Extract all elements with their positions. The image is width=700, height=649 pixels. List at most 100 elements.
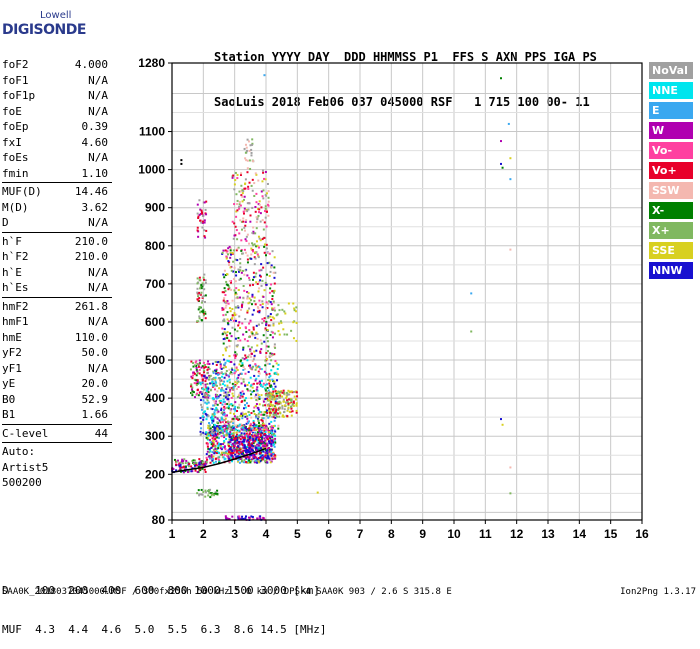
- echo-point: [288, 393, 291, 396]
- echo-point: [258, 200, 261, 203]
- echo-point: [221, 333, 224, 336]
- echo-point: [211, 492, 214, 495]
- echo-point: [233, 372, 236, 375]
- echo-point: [275, 415, 278, 418]
- echo-point: [257, 290, 260, 293]
- echo-point: [271, 432, 274, 435]
- echo-point: [267, 416, 270, 419]
- echo-point: [256, 306, 259, 309]
- echo-point: [291, 403, 294, 406]
- echo-point: [198, 199, 201, 202]
- echo-point: [250, 247, 253, 250]
- echo-point: [212, 397, 215, 400]
- echo-point: [268, 291, 271, 294]
- echo-point: [273, 282, 276, 285]
- echo-point: [261, 441, 264, 444]
- echo-point: [279, 401, 282, 404]
- echo-point: [255, 201, 258, 204]
- echo-point: [187, 461, 190, 464]
- echo-point: [251, 390, 254, 393]
- echo-point: [268, 384, 271, 387]
- echo-point: [292, 402, 295, 405]
- echo-point: [247, 449, 250, 452]
- echo-point: [234, 381, 237, 384]
- echo-point: [182, 462, 185, 465]
- x-tick-label: 16: [635, 527, 649, 541]
- echo-point: [226, 384, 229, 387]
- echo-point: [240, 393, 243, 396]
- echo-point: [200, 319, 203, 322]
- echo-point: [271, 250, 274, 253]
- legend-item: X-: [649, 202, 693, 219]
- echo-point: [246, 297, 249, 300]
- echo-point: [258, 311, 261, 314]
- echo-point: [223, 423, 226, 426]
- param-value: 4.000: [74, 58, 108, 71]
- echo-point: [262, 382, 265, 385]
- echo-point: [257, 208, 260, 211]
- echo-point: [257, 375, 260, 378]
- echo-point: [237, 445, 240, 448]
- echo-point: [251, 434, 254, 437]
- echo-point: [262, 446, 265, 449]
- echo-point: [210, 417, 213, 420]
- echo-point: [207, 387, 210, 390]
- echo-point: [201, 387, 204, 390]
- echo-point: [220, 407, 223, 410]
- echo-point: [193, 372, 196, 375]
- echo-point: [230, 448, 233, 451]
- echo-point: [240, 304, 243, 307]
- echo-point: [227, 407, 230, 410]
- echo-point: [235, 379, 238, 382]
- echo-point: [249, 436, 252, 439]
- echo-point: [251, 442, 254, 445]
- echo-point: [233, 444, 236, 447]
- echo-point: [263, 317, 266, 320]
- y-tick-label: 1000: [138, 163, 165, 177]
- echo-point: [230, 361, 233, 364]
- echo-point: [253, 182, 256, 185]
- echo-point: [236, 173, 239, 176]
- echo-point: [266, 409, 269, 412]
- echo-point: [239, 438, 242, 441]
- echo-point: [252, 244, 255, 247]
- echo-point: [235, 455, 238, 458]
- echo-point: [219, 453, 222, 456]
- echo-point: [196, 277, 199, 280]
- echo-point: [258, 396, 261, 399]
- echo-point: [239, 204, 242, 207]
- echo-point: [242, 198, 245, 201]
- echo-point: [268, 457, 271, 460]
- echo-point: [225, 438, 228, 441]
- echo-point: [217, 437, 220, 440]
- echo-point: [204, 312, 207, 315]
- echo-point: [230, 280, 233, 283]
- echo-point: [260, 426, 263, 429]
- echo-point: [231, 445, 234, 448]
- echo-point: [282, 411, 285, 414]
- lowell-digisonde-logo: Lowell DIGISONDE: [2, 10, 86, 46]
- echo-point: [216, 428, 219, 431]
- echo-point: [190, 360, 193, 363]
- echo-point: [229, 421, 232, 424]
- echo-point: [255, 446, 258, 449]
- echo-point: [200, 488, 203, 491]
- echo-point: [194, 396, 197, 399]
- echo-point: [274, 457, 277, 460]
- echo-point: [214, 380, 217, 383]
- echo-point: [222, 342, 225, 345]
- echo-point: [248, 307, 251, 310]
- echo-point: [221, 327, 224, 330]
- echo-point: [227, 285, 230, 288]
- echo-point: [197, 235, 200, 238]
- echo-point: [227, 339, 230, 342]
- echo-point: [253, 243, 256, 246]
- echo-point: [214, 491, 217, 494]
- y-tick-label: 700: [145, 277, 165, 291]
- echo-point: [212, 432, 215, 435]
- separator: [2, 442, 112, 443]
- param-group-2: MUF(D) 14.46 M(D) 3.62 D N/A: [2, 184, 110, 231]
- echo-point: [195, 368, 198, 371]
- echo-point: [196, 291, 199, 294]
- echo-point: [270, 439, 273, 442]
